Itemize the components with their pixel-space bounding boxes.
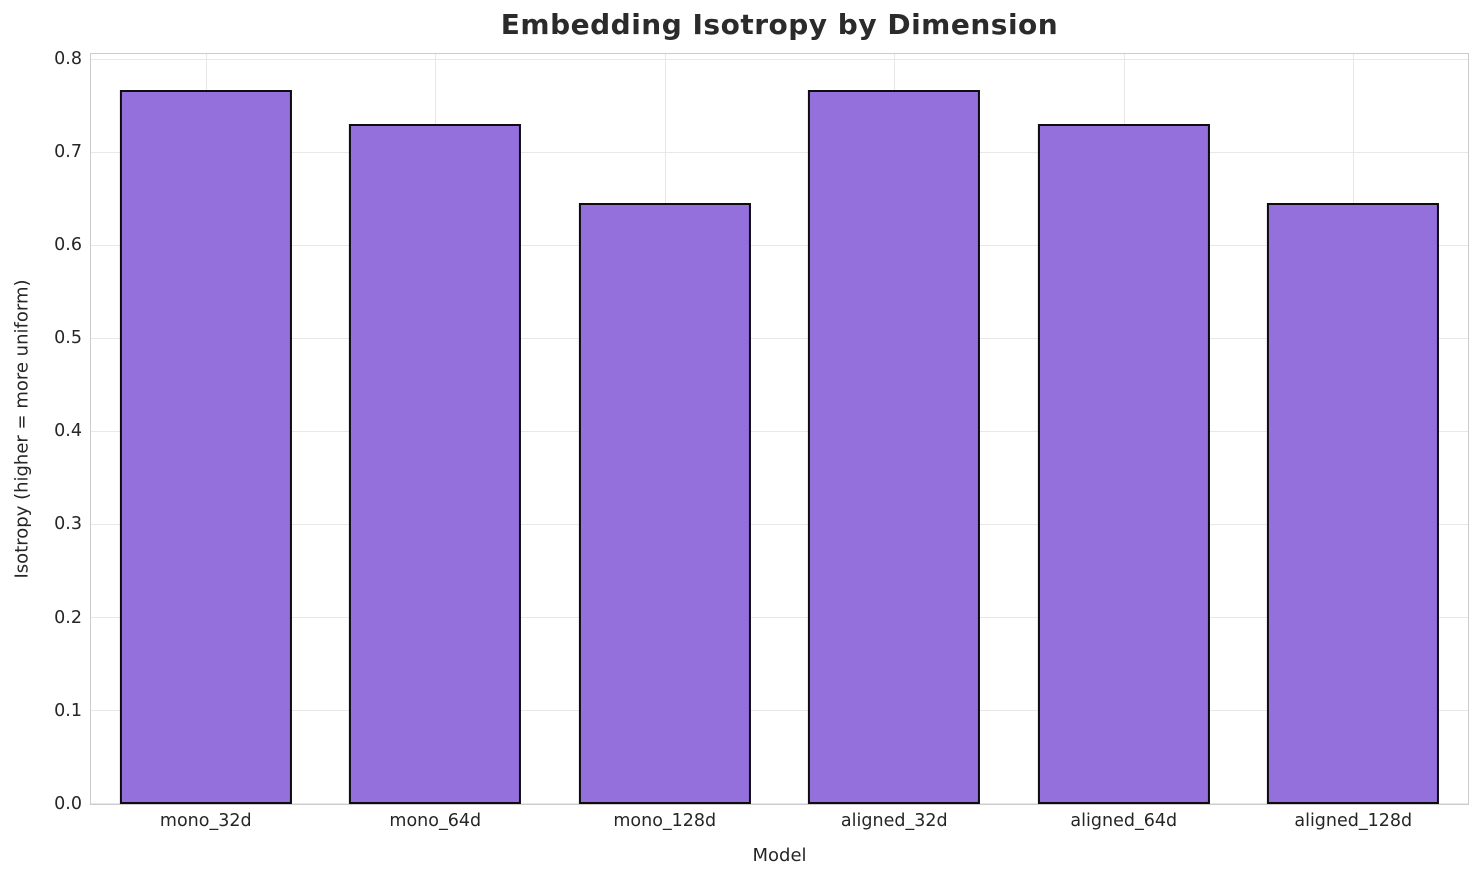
plot-area: 0.0 0.1 0.2 0.3 0.4 0.5 0.6 0.7 0.8 mono_32d mono_… xyxy=(54,51,1469,830)
x-tick-label: aligned_128d xyxy=(1294,811,1413,831)
y-tick-label: 0.1 xyxy=(54,700,82,721)
y-tick-label: 0.5 xyxy=(54,328,82,349)
y-gridline xyxy=(91,58,1468,60)
y-gridline xyxy=(91,151,1468,153)
x-tick-label: aligned_32d xyxy=(840,811,948,831)
x-tick-label: mono_128d xyxy=(613,811,717,831)
bar-mono_32d xyxy=(119,89,292,804)
y-tick-label: 0.6 xyxy=(54,235,82,256)
x-tick-label: aligned_64d xyxy=(1070,811,1178,831)
y-gridline xyxy=(91,710,1468,711)
y-tick-label: 0.3 xyxy=(54,514,82,535)
x-tick-label: mono_32d xyxy=(159,811,252,831)
y-tick-label: 0.4 xyxy=(54,421,82,442)
y-tick-label: 0.7 xyxy=(54,142,82,163)
y-gridline xyxy=(91,244,1468,246)
y-gridline xyxy=(91,803,1468,804)
x-axis-label: Model xyxy=(752,845,807,866)
y-gridline xyxy=(91,617,1468,618)
y-tick-label: 0.8 xyxy=(54,49,82,70)
y-gridline xyxy=(91,430,1468,432)
bar-aligned_32d xyxy=(808,89,981,804)
y-axis-label: Isotropy (higher = more uniform) xyxy=(11,279,33,579)
y-gridline xyxy=(91,523,1468,525)
bar-aligned_64d xyxy=(1037,124,1210,804)
x-tick-label: mono_64d xyxy=(389,811,482,831)
bar-aligned_128d xyxy=(1267,203,1440,804)
y-gridline xyxy=(91,337,1468,339)
y-tick-label: 0.0 xyxy=(54,793,82,814)
chart-title: Embedding Isotropy by Dimension xyxy=(500,8,1059,41)
bar-mono_128d xyxy=(578,203,751,804)
y-tick-label: 0.2 xyxy=(54,607,82,628)
bar-mono_64d xyxy=(349,124,522,804)
